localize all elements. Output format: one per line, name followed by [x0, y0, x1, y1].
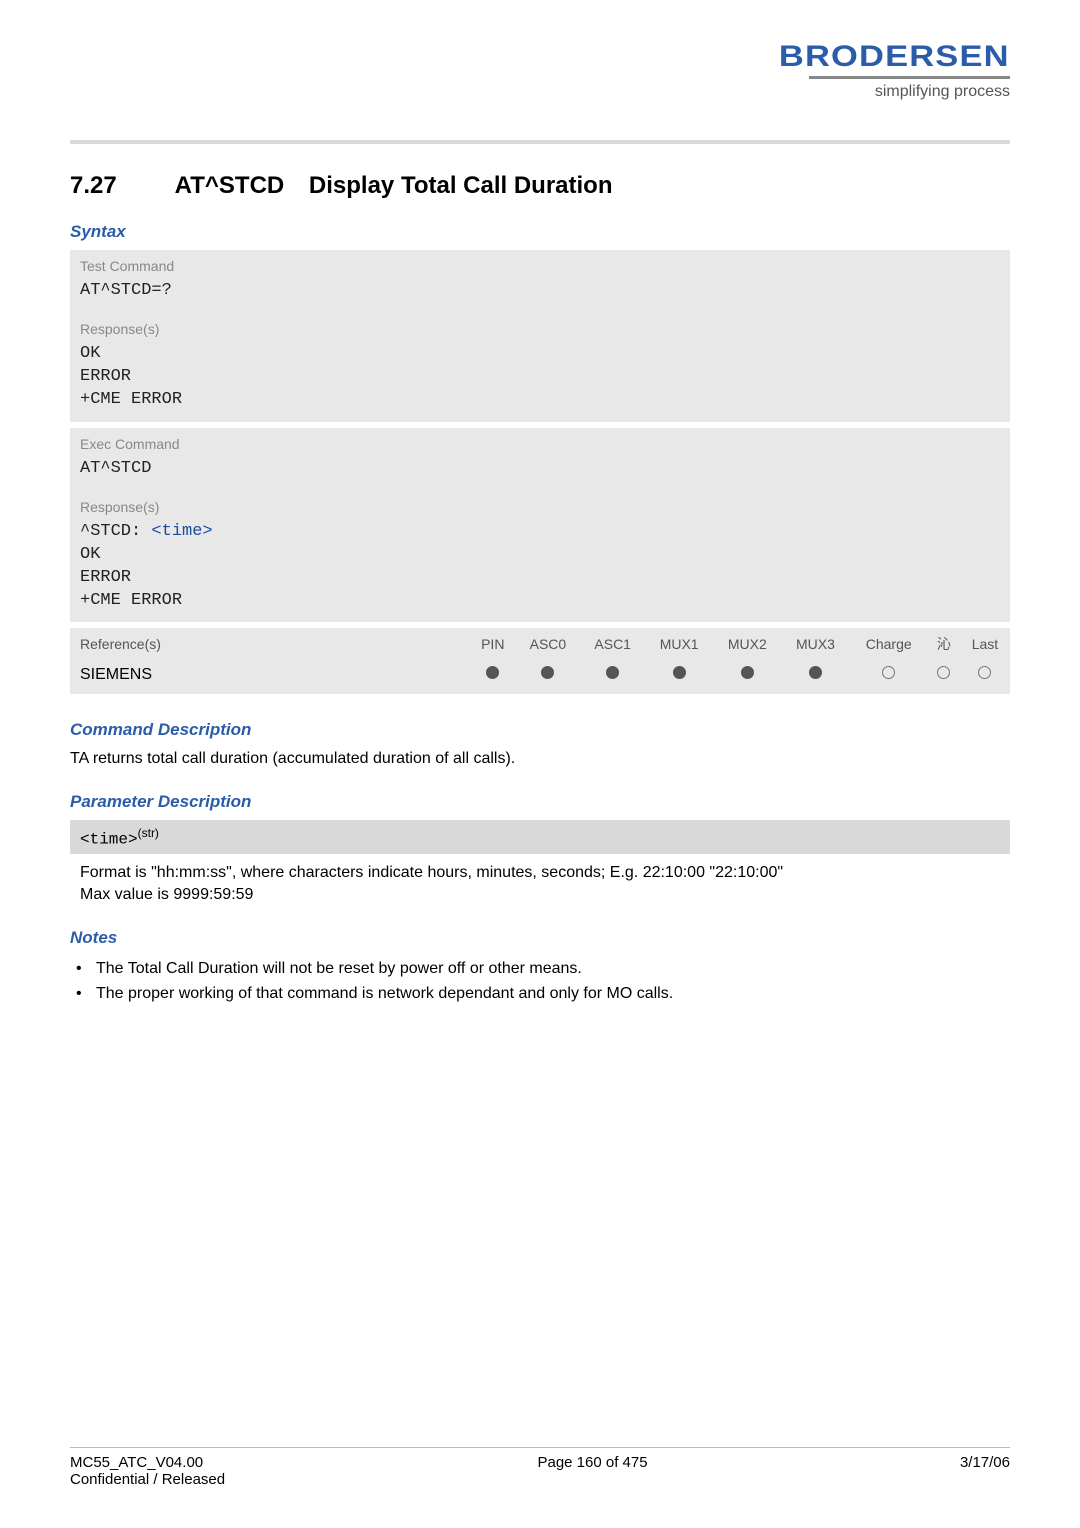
section-heading: 7.27 AT^STCD Display Total Call Duration	[70, 172, 1010, 200]
test-command-code: AT^STCD=?	[70, 278, 1010, 313]
dot-arrow	[928, 660, 960, 694]
col-charge: Charge	[850, 628, 928, 660]
header-divider	[70, 140, 1010, 144]
col-asc1: ASC1	[580, 628, 645, 660]
resp-cme: +CME ERROR	[80, 591, 182, 610]
col-mux2: MUX2	[713, 628, 781, 660]
footer-doc: MC55_ATC_V04.00	[70, 1454, 203, 1471]
col-mux3: MUX3	[781, 628, 849, 660]
test-response-label: Response(s)	[70, 313, 1010, 341]
resp-ok: OK	[80, 344, 100, 363]
reference-value-row: SIEMENS	[70, 660, 1010, 694]
col-pin: PIN	[470, 628, 516, 660]
col-asc0: ASC0	[516, 628, 581, 660]
note-item: The proper working of that command is ne…	[76, 981, 1010, 1007]
resp-error: ERROR	[80, 568, 131, 587]
resp-ok: OK	[80, 545, 100, 564]
filled-dot-icon	[741, 666, 754, 679]
reference-table: Reference(s) PIN ASC0 ASC1 MUX1 MUX2 MUX…	[70, 628, 1010, 694]
reference-header-row: Reference(s) PIN ASC0 ASC1 MUX1 MUX2 MUX…	[70, 628, 1010, 660]
dot-pin	[470, 660, 516, 694]
logo-underline	[809, 76, 1010, 79]
footer-date: 3/17/06	[960, 1454, 1010, 1488]
section-title: Display Total Call Duration	[309, 172, 613, 199]
resp-stcd-prefix: ^STCD:	[80, 522, 151, 541]
exec-command-block: Exec Command AT^STCD Response(s) ^STCD: …	[70, 428, 1010, 623]
reference-value: SIEMENS	[70, 660, 470, 694]
note-item: The Total Call Duration will not be rese…	[76, 956, 1010, 982]
empty-dot-icon	[882, 666, 895, 679]
test-response-code: OK ERROR +CME ERROR	[70, 341, 1010, 422]
page-header: BRODERSEN simplifying process	[70, 40, 1010, 120]
exec-response-label: Response(s)	[70, 491, 1010, 519]
exec-response-code: ^STCD: <time> OK ERROR +CME ERROR	[70, 519, 1010, 623]
section-number: 7.27	[70, 172, 168, 200]
dot-mux2	[713, 660, 781, 694]
dot-last	[960, 660, 1010, 694]
col-arrow: 沁	[928, 628, 960, 660]
brand-logo: BRODERSEN	[779, 40, 1010, 74]
col-last: Last	[960, 628, 1010, 660]
filled-dot-icon	[673, 666, 686, 679]
footer-left: MC55_ATC_V04.00 Confidential / Released	[70, 1454, 225, 1488]
cmd-desc-text: TA returns total call duration (accumula…	[70, 748, 1010, 770]
syntax-heading: Syntax	[70, 222, 1010, 242]
exec-command-code: AT^STCD	[70, 456, 1010, 491]
footer-status: Confidential / Released	[70, 1471, 225, 1488]
empty-dot-icon	[978, 666, 991, 679]
dot-mux3	[781, 660, 849, 694]
filled-dot-icon	[809, 666, 822, 679]
cmd-desc-heading: Command Description	[70, 720, 1010, 740]
test-command-block: Test Command AT^STCD=? Response(s) OK ER…	[70, 250, 1010, 422]
dot-charge	[850, 660, 928, 694]
page-footer: MC55_ATC_V04.00 Confidential / Released …	[70, 1447, 1010, 1488]
param-line1: Format is "hh:mm:ss", where characters i…	[80, 864, 783, 881]
dot-asc0	[516, 660, 581, 694]
col-reference: Reference(s)	[70, 628, 470, 660]
footer-divider	[70, 1447, 1010, 1448]
resp-error: ERROR	[80, 367, 131, 386]
filled-dot-icon	[606, 666, 619, 679]
col-mux1: MUX1	[645, 628, 713, 660]
filled-dot-icon	[541, 666, 554, 679]
notes-section: Notes The Total Call Duration will not b…	[70, 928, 1010, 1007]
param-line2: Max value is 9999:59:59	[80, 886, 253, 903]
exec-command-label: Exec Command	[70, 428, 1010, 456]
brand-tagline: simplifying process	[809, 83, 1010, 101]
param-desc-heading: Parameter Description	[70, 792, 1010, 812]
dot-mux1	[645, 660, 713, 694]
empty-dot-icon	[937, 666, 950, 679]
resp-time-param: <time>	[151, 522, 212, 541]
notes-list: The Total Call Duration will not be rese…	[70, 956, 1010, 1007]
dot-asc1	[580, 660, 645, 694]
resp-cme: +CME ERROR	[80, 390, 182, 409]
param-box: <time>(str)	[70, 820, 1010, 854]
logo-block: BRODERSEN simplifying process	[809, 40, 1010, 101]
filled-dot-icon	[486, 666, 499, 679]
notes-heading: Notes	[70, 928, 1010, 948]
param-type: (str)	[138, 826, 159, 840]
footer-page: Page 160 of 475	[537, 1454, 647, 1488]
param-desc-text: Format is "hh:mm:ss", where characters i…	[70, 854, 1010, 905]
section-command: AT^STCD	[175, 172, 285, 200]
test-command-label: Test Command	[70, 250, 1010, 278]
param-name: <time>	[80, 830, 138, 848]
